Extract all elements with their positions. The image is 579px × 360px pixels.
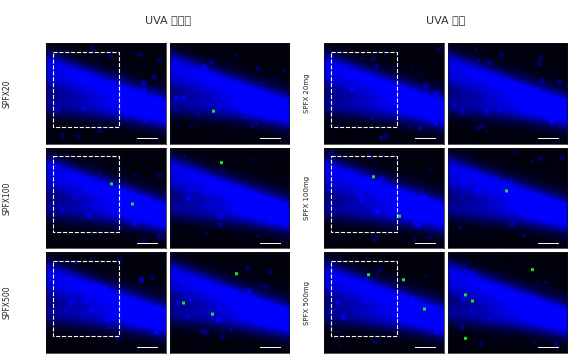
Bar: [53, 156, 119, 232]
Bar: [331, 52, 397, 127]
Text: SPFX500: SPFX500: [3, 286, 12, 319]
Text: SPFX 500mg: SPFX 500mg: [304, 280, 310, 325]
Text: UVA 비조사: UVA 비조사: [145, 15, 191, 25]
Text: SPFX100: SPFX100: [3, 181, 12, 215]
Bar: [331, 156, 397, 232]
Bar: [53, 261, 119, 336]
Text: UVA 조사: UVA 조사: [426, 15, 466, 25]
Bar: [331, 261, 397, 336]
Text: SPFX 20mg: SPFX 20mg: [304, 74, 310, 113]
Text: SPFX 100mg: SPFX 100mg: [304, 176, 310, 220]
Bar: [53, 52, 119, 127]
Text: SPFX20: SPFX20: [3, 79, 12, 108]
